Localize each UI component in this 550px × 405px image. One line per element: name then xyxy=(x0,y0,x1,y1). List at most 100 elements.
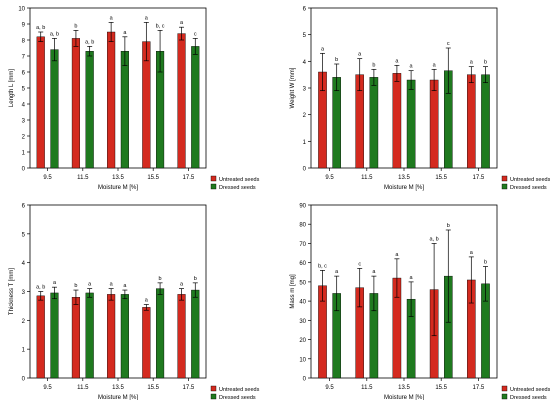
weight-significance-label: a xyxy=(321,46,325,52)
mass-significance-label: c xyxy=(358,261,361,267)
thickness-y-tick-label: 5 xyxy=(22,232,26,238)
weight-x-tick-label: 15.5 xyxy=(435,175,447,181)
mass-significance-label: b, c xyxy=(318,263,327,269)
length-y-tick-label: 9 xyxy=(22,23,26,29)
weight-x-tick-label: 9.5 xyxy=(325,175,334,181)
length-bar-untreated xyxy=(177,33,186,169)
length-y-tick-label: 7 xyxy=(22,55,26,61)
thickness-y-tick-label: 3 xyxy=(22,290,26,296)
mass-y-tick-label: 80 xyxy=(299,223,306,229)
length-significance-label: a, b xyxy=(36,25,45,31)
thickness-significance-label: a xyxy=(110,282,114,288)
weight-y-tick-label: 6 xyxy=(303,7,307,13)
length-significance-label: b xyxy=(74,23,77,29)
mass-significance-label: a xyxy=(335,269,339,275)
mass-x-axis-label: Moisture M [%] xyxy=(384,395,424,400)
thickness-bar-untreated xyxy=(36,295,45,379)
mass-legend-swatch xyxy=(501,393,508,400)
thickness-x-tick-label: 15.5 xyxy=(147,385,159,391)
weight-x-tick-label: 11.5 xyxy=(361,175,373,181)
length-x-axis-label: Moisture M [%] xyxy=(98,185,138,191)
thickness-bar-dressed xyxy=(120,294,129,379)
thickness-y-tick-label: 2 xyxy=(22,319,26,325)
mass-y-tick-label: 30 xyxy=(299,319,306,325)
mass-x-tick-label: 15.5 xyxy=(435,385,447,391)
mass-significance-label: b xyxy=(447,223,450,229)
length-x-tick-label: 11.5 xyxy=(77,175,89,181)
thickness-y-tick-label: 4 xyxy=(22,261,26,267)
length-x-tick-label: 15.5 xyxy=(147,175,159,181)
length-significance-label: a xyxy=(180,20,184,26)
mass-y-tick-label: 10 xyxy=(299,357,306,363)
length-legend-swatch xyxy=(210,183,217,190)
mass-significance-label: a, b xyxy=(430,236,439,242)
length-panel: 0 1 2 3 4 5 6 7 8 9 10 Length L [mm] 9.5 a, b a, b 11.5… xyxy=(9,7,260,192)
thickness-significance-label: a xyxy=(145,297,149,303)
thickness-y-axis-label: Thickness T [mm] xyxy=(9,268,15,315)
length-significance-label: a xyxy=(145,15,149,21)
weight-significance-label: b xyxy=(484,60,487,66)
weight-significance-label: a xyxy=(470,60,474,66)
length-significance-label: a, b xyxy=(85,39,94,45)
weight-significance-label: a xyxy=(410,64,414,70)
length-bar-dressed xyxy=(85,51,94,169)
thickness-legend-swatch xyxy=(210,393,217,400)
weight-significance-label: b xyxy=(372,62,375,68)
thickness-panel: 0 1 2 3 4 5 6 Thickness T [mm] 9.5 a, b a 11.5 b a 13.… xyxy=(9,204,260,402)
length-y-tick-label: 10 xyxy=(18,7,25,13)
length-x-tick-label: 9.5 xyxy=(43,175,52,181)
weight-x-axis-label: Moisture M [%] xyxy=(384,185,424,191)
thickness-y-tick-label: 6 xyxy=(22,204,26,210)
length-significance-label: b, c xyxy=(156,23,165,29)
length-y-axis-label: Length L [mm] xyxy=(9,69,15,107)
length-y-tick-label: 3 xyxy=(22,119,26,125)
weight-panel: 0 1 2 3 4 5 6 Weight W [mm] 9.5 a b 11.5 a b 13.5 a a 15.… xyxy=(290,7,550,192)
length-y-tick-label: 4 xyxy=(22,103,26,109)
length-bar-untreated xyxy=(71,38,80,169)
length-y-tick-label: 6 xyxy=(22,71,26,77)
mass-significance-label: a xyxy=(372,269,376,275)
weight-x-tick-label: 17.5 xyxy=(473,175,485,181)
weight-legend-label: Untreated seeds xyxy=(510,177,550,183)
length-bar-dressed xyxy=(191,46,200,169)
weight-significance-label: a xyxy=(433,62,437,68)
thickness-significance-label: a xyxy=(123,283,127,289)
thickness-plot-frame xyxy=(29,204,207,379)
mass-panel: 0 10 20 30 40 50 60 70 80 90 Mass m [mg] 9.5 b, c a 11… xyxy=(290,204,550,402)
weight-y-axis-label: Weight W [mm] xyxy=(290,67,296,108)
thickness-bar-dressed xyxy=(85,292,94,379)
thickness-legend-label: Untreated seeds xyxy=(219,387,260,393)
length-plot-frame xyxy=(29,7,207,169)
weight-significance-label: a xyxy=(395,58,399,64)
mass-significance-label: b xyxy=(484,260,487,266)
thickness-significance-label: b xyxy=(159,276,162,282)
weight-y-tick-label: 1 xyxy=(303,140,307,146)
weight-legend-swatch xyxy=(501,183,508,190)
weight-legend-swatch xyxy=(501,175,508,182)
mass-y-axis-label: Mass m [mg] xyxy=(290,274,296,309)
length-significance-label: a, b xyxy=(50,31,59,37)
mass-y-tick-label: 90 xyxy=(299,204,306,210)
weight-legend-label: Dressed seeds xyxy=(510,185,547,191)
weight-bar-untreated xyxy=(467,74,476,169)
weight-bar-untreated xyxy=(429,79,439,169)
length-significance-label: c xyxy=(194,31,197,37)
weight-y-tick-label: 3 xyxy=(303,87,307,93)
length-y-tick-label: 0 xyxy=(22,167,26,173)
mass-y-tick-label: 40 xyxy=(299,300,306,306)
thickness-significance-label: b xyxy=(74,283,77,289)
length-legend-label: Untreated seeds xyxy=(219,177,260,183)
thickness-bar-untreated xyxy=(107,294,116,379)
thickness-x-tick-label: 9.5 xyxy=(43,385,52,391)
thickness-y-tick-label: 0 xyxy=(22,377,26,383)
mass-significance-label: a xyxy=(470,250,474,256)
thickness-significance-label: b xyxy=(194,276,197,282)
length-significance-label: a xyxy=(110,15,114,21)
weight-plot-frame xyxy=(310,7,498,169)
mass-legend-swatch xyxy=(501,385,508,392)
weight-significance-label: a xyxy=(358,52,362,58)
mass-legend-label: Untreated seeds xyxy=(510,387,550,393)
weight-y-tick-label: 2 xyxy=(303,113,307,119)
weight-x-tick-label: 13.5 xyxy=(398,175,410,181)
thickness-legend-label: Dressed seeds xyxy=(219,395,256,400)
